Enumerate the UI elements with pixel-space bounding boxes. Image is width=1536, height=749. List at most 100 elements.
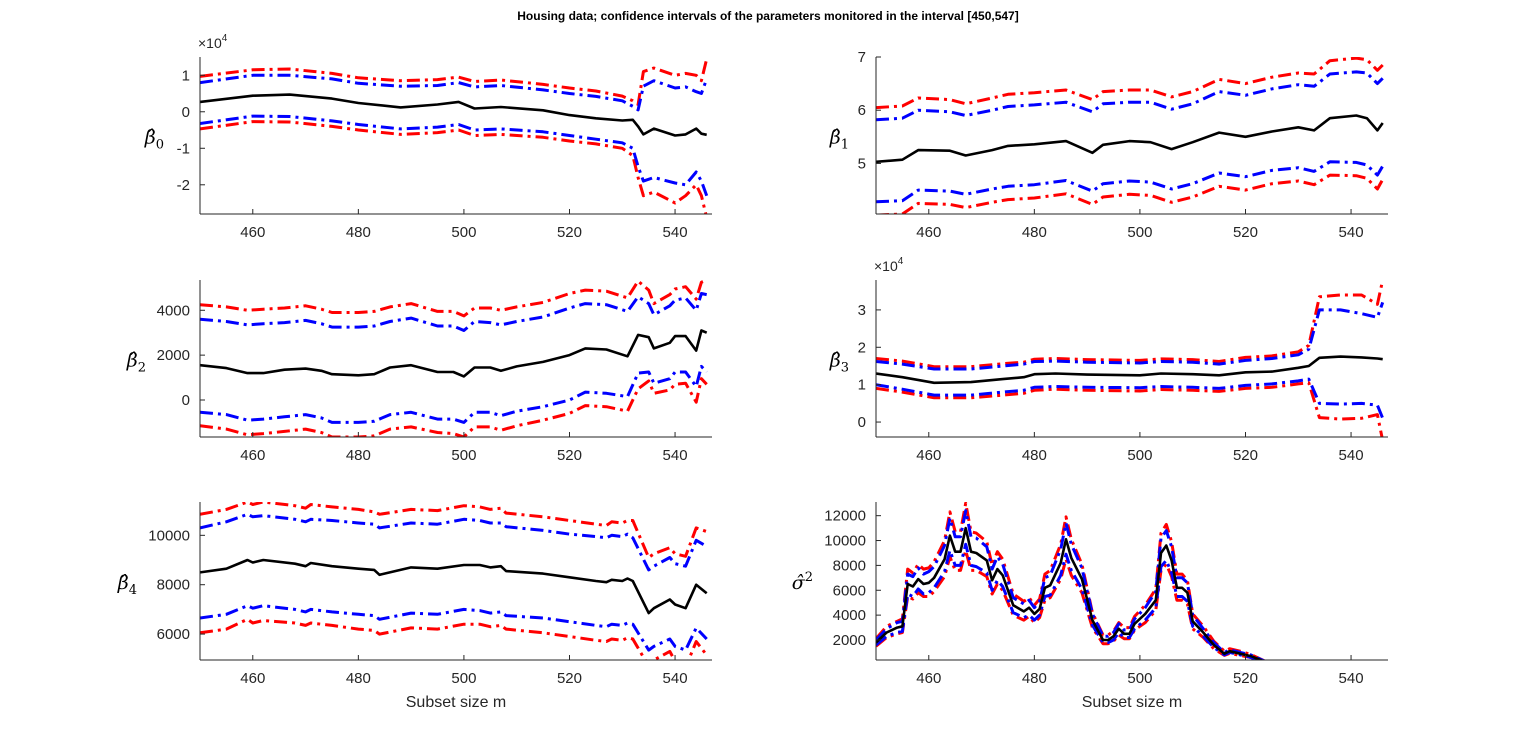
series-inner-lower xyxy=(200,604,708,652)
figure-title: Housing data; confidence intervals of th… xyxy=(517,9,1018,23)
x-tick-label: 480 xyxy=(346,447,371,464)
series-outer-upper xyxy=(200,58,709,106)
y-label-index: 4 xyxy=(129,583,137,598)
series-group xyxy=(876,57,1385,214)
y-axis-label: β̂1 xyxy=(829,127,849,153)
series-outer-upper xyxy=(200,502,708,559)
y-label-index: 2 xyxy=(138,361,146,376)
series-group xyxy=(200,280,708,437)
y-tick-label: 5 xyxy=(858,155,866,172)
y-tick-label: 6 xyxy=(858,102,866,119)
x-tick-label: 500 xyxy=(1127,224,1152,241)
series-group xyxy=(876,502,1267,660)
y-tick-label: 4000 xyxy=(833,607,866,624)
y-label-symbol: σ̂ xyxy=(792,572,806,594)
y-tick-label: 1 xyxy=(182,67,190,84)
y-tick-label: 10000 xyxy=(148,527,190,544)
y-tick-label: -2 xyxy=(177,177,190,194)
series-inner-upper xyxy=(200,292,708,332)
series-estimate xyxy=(876,526,1265,660)
series-outer-upper xyxy=(876,502,1267,660)
y-axis-label: β̂0 xyxy=(144,127,164,153)
series-inner-lower xyxy=(876,542,1264,660)
series-inner-lower xyxy=(200,114,709,197)
series-inner-upper xyxy=(876,301,1385,371)
y-label-symbol: β̂ xyxy=(829,350,841,372)
y-label-index: 2 xyxy=(805,570,813,585)
x-tick-label: 520 xyxy=(557,224,582,241)
x-tick-label: 500 xyxy=(1127,670,1152,687)
subplot-1: 460 480 500 520 540 5 6 7 β̂1 xyxy=(829,49,1388,241)
y-label-symbol: β̂ xyxy=(829,127,841,149)
x-tick-label: 520 xyxy=(1233,447,1258,464)
series-outer-upper xyxy=(876,280,1385,369)
subplot-4: 460 480 500 520 540 6000 8000 10000 β̂4 Subset si… xyxy=(117,502,712,711)
series-inner-upper xyxy=(200,73,709,112)
series-inner-lower xyxy=(876,377,1385,419)
x-axis-label: Subset size m xyxy=(1082,694,1182,711)
y-tick-label: 3 xyxy=(858,302,866,319)
y-tick-label: 6000 xyxy=(833,582,866,599)
x-tick-label: 540 xyxy=(663,447,688,464)
series-inner-upper xyxy=(876,509,1266,660)
y-tick-label: 0 xyxy=(182,392,190,409)
y-tick-label: 0 xyxy=(858,414,866,431)
x-tick-label: 460 xyxy=(916,670,941,687)
x-tick-label: 500 xyxy=(1127,447,1152,464)
y-label-index: 3 xyxy=(841,361,849,376)
y-axis-exponent: ×104 xyxy=(198,33,228,51)
y-axis-label: β̂3 xyxy=(829,350,849,376)
x-tick-label: 540 xyxy=(1339,670,1364,687)
x-tick-label: 500 xyxy=(451,670,476,687)
series-estimate xyxy=(200,329,708,378)
series-outer-lower xyxy=(200,377,708,437)
series-inner-upper xyxy=(876,70,1384,122)
series-group xyxy=(200,502,708,660)
series-inner-lower xyxy=(200,364,708,424)
y-label-symbol: β̂ xyxy=(126,350,138,372)
series-outer-lower xyxy=(876,381,1384,437)
y-axis-exponent: ×104 xyxy=(874,256,904,274)
y-tick-label: 10000 xyxy=(824,533,866,550)
x-tick-label: 460 xyxy=(916,224,941,241)
y-axis-label: β̂4 xyxy=(117,572,137,598)
series-outer-lower xyxy=(200,617,708,660)
x-tick-label: 460 xyxy=(240,670,265,687)
x-axis-label: Subset size m xyxy=(406,694,506,711)
x-tick-label: 540 xyxy=(1339,447,1364,464)
x-tick-label: 500 xyxy=(451,224,476,241)
exponent-power: 4 xyxy=(898,256,904,267)
x-tick-label: 540 xyxy=(663,670,688,687)
y-tick-label: 12000 xyxy=(824,508,866,525)
series-group xyxy=(200,58,709,214)
x-tick-label: 480 xyxy=(1022,224,1047,241)
y-label-symbol: β̂ xyxy=(144,127,156,149)
x-tick-label: 480 xyxy=(346,670,371,687)
series-inner-lower xyxy=(876,160,1384,204)
y-axis-label: σ̂2 xyxy=(792,570,813,594)
series-group xyxy=(876,280,1385,437)
subplot-2: 460 480 500 520 540 0 2000 4000 β̂2 xyxy=(126,280,712,464)
series-outer-upper xyxy=(200,280,708,318)
y-tick-label: 2000 xyxy=(157,347,190,364)
x-tick-label: 460 xyxy=(240,447,265,464)
x-tick-label: 520 xyxy=(557,670,582,687)
x-tick-label: 460 xyxy=(240,224,265,241)
x-tick-label: 520 xyxy=(1233,670,1258,687)
y-label-symbol: β̂ xyxy=(117,572,129,594)
y-tick-label: 2000 xyxy=(833,632,866,649)
x-tick-label: 520 xyxy=(1233,224,1258,241)
series-estimate xyxy=(200,558,708,615)
y-tick-label: -1 xyxy=(177,140,190,157)
x-tick-label: 460 xyxy=(916,447,941,464)
series-outer-upper xyxy=(876,57,1384,110)
series-estimate xyxy=(876,114,1384,164)
x-tick-label: 520 xyxy=(557,447,582,464)
series-estimate xyxy=(200,93,707,137)
x-tick-label: 480 xyxy=(346,224,371,241)
y-tick-label: 1 xyxy=(858,377,866,394)
series-estimate xyxy=(876,355,1383,385)
